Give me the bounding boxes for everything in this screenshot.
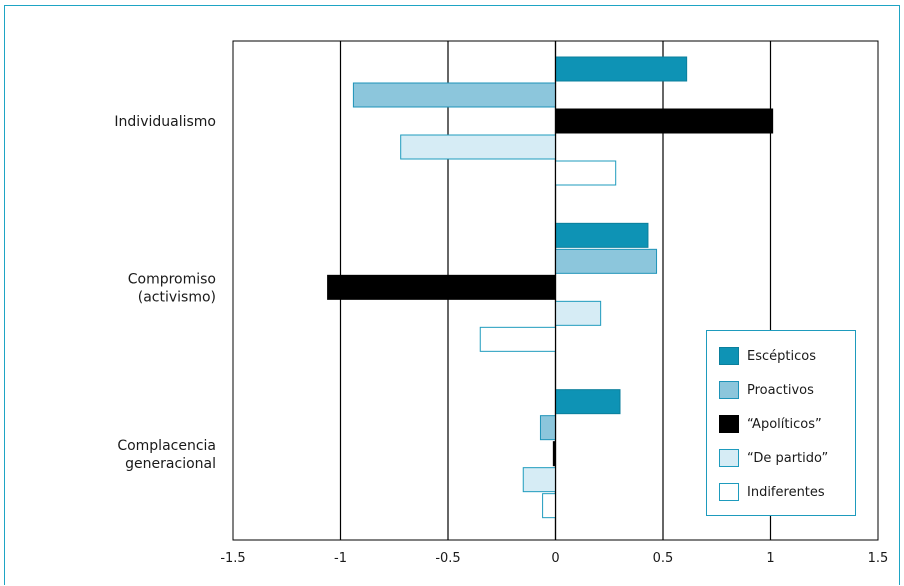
legend-label: Proactivos bbox=[747, 382, 814, 398]
x-tick-label: 0 bbox=[551, 551, 559, 566]
bar-departido-2 bbox=[522, 467, 556, 493]
legend-item: Proactivos bbox=[719, 379, 814, 401]
x-tick-label: 1.5 bbox=[868, 551, 889, 566]
figure-frame bbox=[4, 5, 900, 585]
bar-apolíticos-1 bbox=[327, 274, 556, 300]
bar-escépticos-0 bbox=[555, 56, 688, 82]
legend-label: “De partido” bbox=[747, 450, 829, 466]
bar-departido-0 bbox=[400, 134, 557, 160]
x-tick-label: -1.5 bbox=[220, 551, 245, 566]
legend-swatch bbox=[719, 381, 739, 399]
bar-proactivos-0 bbox=[352, 82, 556, 108]
bar-proactivos-2 bbox=[539, 415, 557, 441]
bar-departido-1 bbox=[555, 300, 602, 326]
bar-indiferentes-2 bbox=[542, 493, 556, 519]
bar-escépticos-1 bbox=[555, 222, 649, 248]
legend-item: Escépticos bbox=[719, 345, 816, 367]
legend-swatch bbox=[719, 483, 739, 501]
category-label: Complacencia generacional bbox=[117, 438, 216, 472]
category-label: Compromiso (activismo) bbox=[128, 272, 216, 306]
legend-label: “Apolíticos” bbox=[747, 416, 822, 432]
legend-swatch bbox=[719, 415, 739, 433]
x-tick-label: -1 bbox=[334, 551, 347, 566]
x-tick-label: 0.5 bbox=[653, 551, 674, 566]
category-label: Individualismo bbox=[114, 114, 216, 130]
legend-label: Escépticos bbox=[747, 348, 816, 364]
x-tick-label: 1 bbox=[766, 551, 774, 566]
legend-swatch bbox=[719, 449, 739, 467]
legend-item: “Apolíticos” bbox=[719, 413, 822, 435]
legend-swatch bbox=[719, 347, 739, 365]
legend-label: Indiferentes bbox=[747, 484, 825, 500]
bar-indiferentes-1 bbox=[479, 326, 556, 352]
x-tick-label: -0.5 bbox=[435, 551, 460, 566]
bar-indiferentes-0 bbox=[555, 160, 617, 186]
bar-escépticos-2 bbox=[555, 389, 621, 415]
bar-apolíticos-0 bbox=[555, 108, 774, 134]
legend-item: Indiferentes bbox=[719, 481, 825, 503]
bar-proactivos-1 bbox=[555, 248, 658, 274]
chart-legend: Escépticos Proactivos “Apolíticos” “De part… bbox=[706, 330, 856, 516]
legend-item: “De partido” bbox=[719, 447, 828, 469]
